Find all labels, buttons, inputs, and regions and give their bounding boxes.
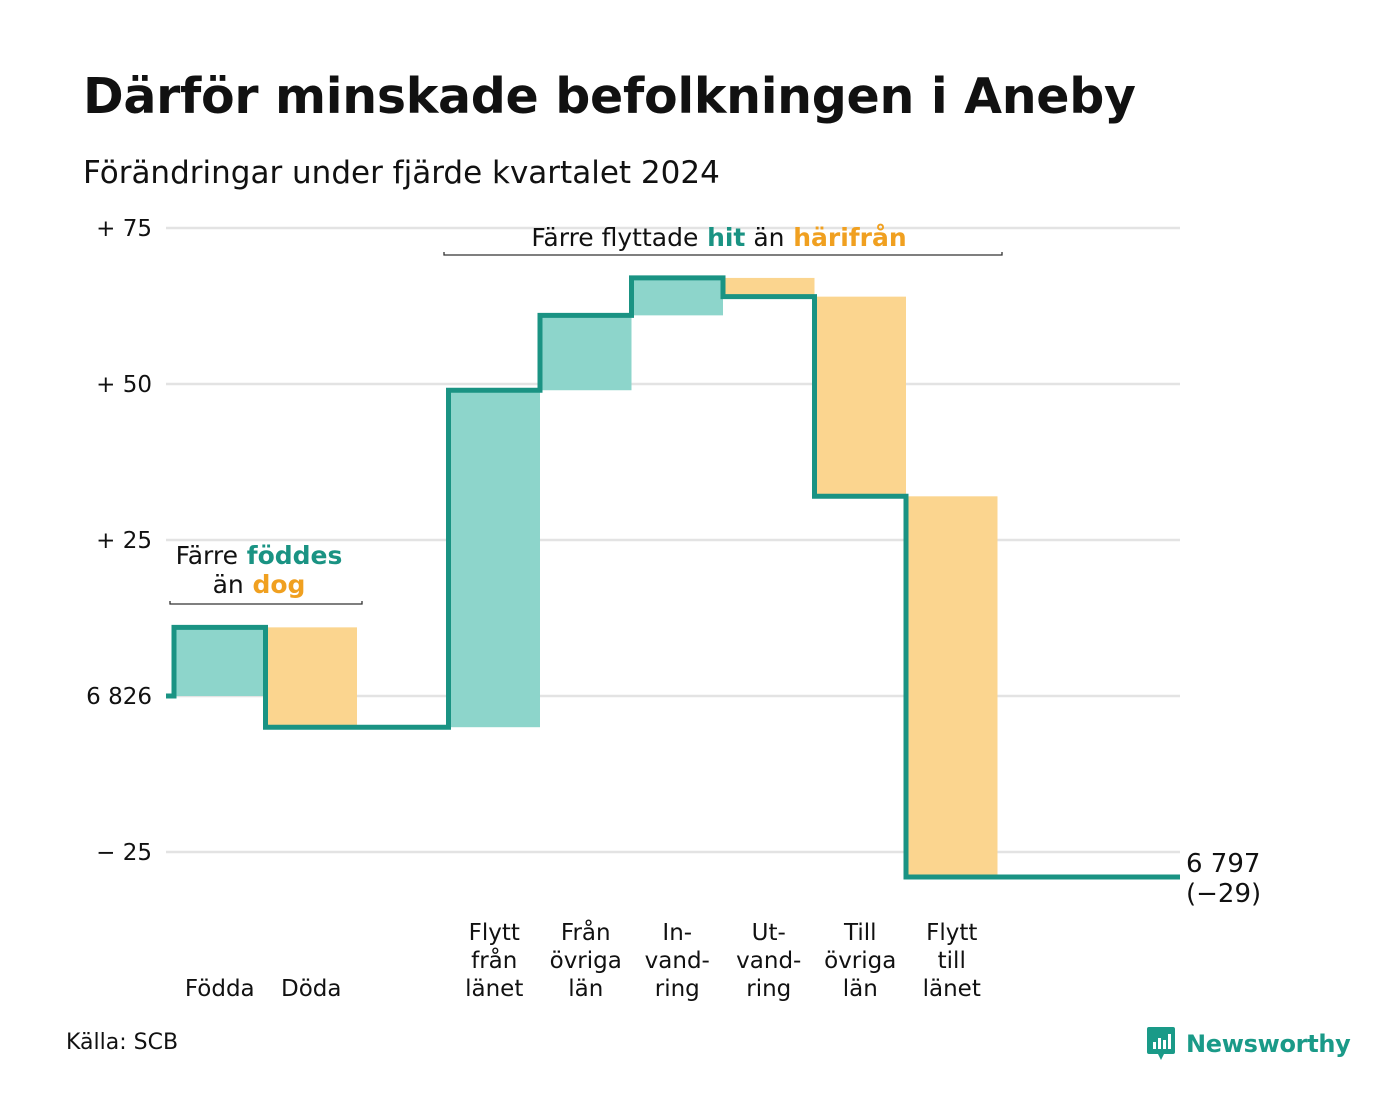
category-label: länet [923,976,981,1002]
source-note: Källa: SCB [66,1030,179,1055]
category-label: Till [843,920,877,946]
category-label: vand- [736,948,801,974]
annotation-segment: härifrån [785,223,907,252]
annotation-text: än dog [213,570,306,599]
category-label: länet [465,976,523,1002]
annotation-text: Färre föddes [176,541,343,570]
annotation-bracket [169,601,363,605]
category-label: Födda [185,976,255,1002]
waterfall-bar [174,627,266,696]
annotation-bracket [443,252,1003,256]
annotation-segment: föddes [238,541,342,570]
waterfall-bar [723,277,815,297]
y-tick-label: − 25 [96,840,152,866]
category-label: övriga [550,948,622,974]
annotation-segment: dog [244,570,306,599]
y-tick-label: + 75 [96,216,152,242]
y-tick-label: + 50 [96,372,152,398]
brand-name: Newsworthy [1186,1030,1351,1058]
annotation-segment: Färre [176,541,238,570]
end-change-label: (−29) [1186,879,1261,909]
waterfall-bar [814,296,906,497]
category-label: från [471,946,517,974]
category-label: Flytt [469,920,520,946]
annotation-segment: hit [698,223,745,252]
y-tick-label: + 25 [96,528,152,554]
annotation-text: Färre flyttade hit än härifrån [531,223,906,252]
annotation-segment: än [213,570,244,599]
waterfall-bar [265,627,357,728]
waterfall-bar [540,315,632,391]
chart-title: Därför minskade befolkningen i Aneby [83,68,1136,125]
category-label: län [843,976,878,1002]
category-label: övriga [824,948,896,974]
chart-subtitle: Förändringar under fjärde kvartalet 2024 [83,155,720,191]
category-label: Ut- [752,920,786,946]
category-label: Från [561,918,611,946]
cumulative-line-layer [166,275,1180,880]
waterfall-bar [448,390,540,728]
brand-logo: Newsworthy [1146,1024,1351,1064]
category-label: In- [662,920,692,946]
category-label: ring [746,976,791,1002]
category-label: Flytt [926,920,977,946]
newsworthy-logo-icon [1147,1027,1175,1060]
annotation-segment: Färre flyttade [531,223,698,252]
category-label: till [938,948,966,974]
bar-layer [174,277,998,877]
annotation-segment: än [745,223,784,252]
category-label: vand- [645,948,710,974]
y-tick-label: 6 826 [86,684,152,710]
category-label: ring [655,976,700,1002]
end-value-label: 6 797 [1186,849,1260,879]
category-label: Döda [281,976,341,1002]
waterfall-bar [631,277,723,316]
category-label: län [568,976,603,1002]
waterfall-bar [906,496,998,877]
grid-layer [166,226,1180,854]
cumulative-line [166,275,1180,880]
